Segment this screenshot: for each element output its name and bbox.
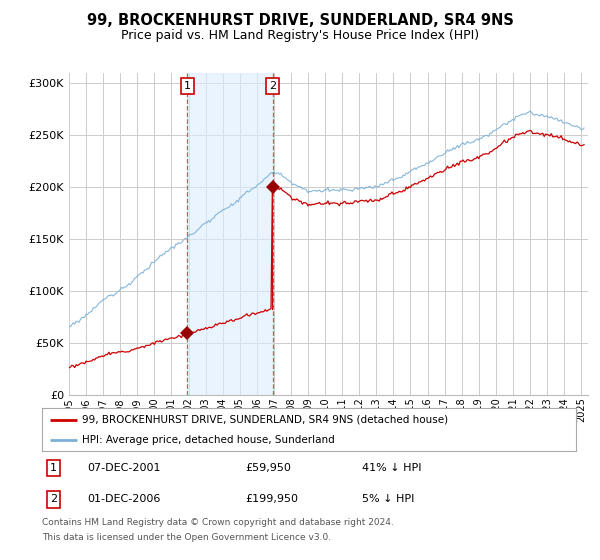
Text: 01-DEC-2006: 01-DEC-2006	[88, 494, 161, 505]
Text: 99, BROCKENHURST DRIVE, SUNDERLAND, SR4 9NS: 99, BROCKENHURST DRIVE, SUNDERLAND, SR4 …	[86, 13, 514, 28]
Text: 07-DEC-2001: 07-DEC-2001	[88, 463, 161, 473]
Text: £199,950: £199,950	[245, 494, 298, 505]
Bar	[187, 73, 272, 395]
Text: £59,950: £59,950	[245, 463, 291, 473]
Text: 5% ↓ HPI: 5% ↓ HPI	[362, 494, 415, 505]
Text: Contains HM Land Registry data © Crown copyright and database right 2024.: Contains HM Land Registry data © Crown c…	[42, 518, 394, 527]
Text: 2: 2	[50, 494, 58, 505]
Text: 2: 2	[269, 81, 276, 91]
Text: This data is licensed under the Open Government Licence v3.0.: This data is licensed under the Open Gov…	[42, 533, 331, 542]
Text: HPI: Average price, detached house, Sunderland: HPI: Average price, detached house, Sund…	[82, 435, 335, 445]
Text: 1: 1	[184, 81, 191, 91]
Text: 99, BROCKENHURST DRIVE, SUNDERLAND, SR4 9NS (detached house): 99, BROCKENHURST DRIVE, SUNDERLAND, SR4 …	[82, 415, 448, 424]
Text: 41% ↓ HPI: 41% ↓ HPI	[362, 463, 422, 473]
Text: 1: 1	[50, 463, 57, 473]
Text: Price paid vs. HM Land Registry's House Price Index (HPI): Price paid vs. HM Land Registry's House …	[121, 29, 479, 42]
